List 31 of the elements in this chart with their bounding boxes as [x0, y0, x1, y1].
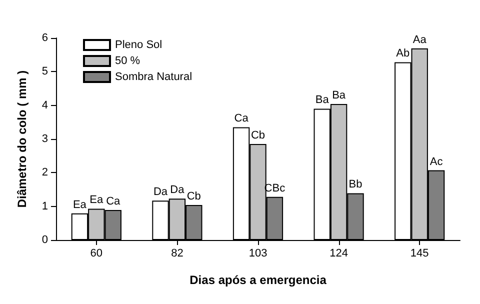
- data-label: Ca: [234, 112, 250, 125]
- data-label: Da: [153, 186, 168, 198]
- legend-label: 50 %: [115, 55, 140, 67]
- y-tick-label: 4: [42, 99, 48, 112]
- data-label: Aa: [412, 34, 428, 46]
- x-tick-label: 60: [90, 248, 103, 260]
- y-tick-label: 1: [42, 200, 48, 212]
- y-axis-title: Diâmetro do colo ( mm ): [15, 70, 29, 208]
- data-label: Cb: [186, 190, 201, 202]
- x-tick-label: 82: [171, 248, 184, 260]
- data-label: Ca: [106, 196, 122, 208]
- legend-label: Sombra Natural: [115, 71, 192, 83]
- y-tick-label: 0: [42, 234, 48, 246]
- data-label: Ba: [332, 89, 346, 102]
- x-tick-label: 103: [248, 248, 268, 260]
- y-tick-label: 3: [42, 133, 48, 145]
- x-axis-title: Dias após a emergencia: [190, 273, 327, 287]
- x-tick-label: 124: [330, 248, 348, 260]
- y-tick-label: 2: [42, 166, 48, 179]
- data-label: Ba: [315, 94, 330, 106]
- data-label: Cb: [250, 130, 266, 142]
- y-tick-label: 6: [42, 32, 48, 44]
- x-tick-label: 145: [410, 248, 429, 260]
- y-tick-label: 5: [42, 66, 48, 78]
- data-label: Ac: [430, 156, 444, 168]
- data-label: Ea: [72, 198, 88, 211]
- data-label: Bb: [348, 178, 362, 191]
- data-label: Ea: [90, 194, 104, 206]
- data-label: Ab: [396, 48, 410, 60]
- data-label: Da: [170, 184, 186, 196]
- legend-label: Pleno Sol: [115, 39, 162, 51]
